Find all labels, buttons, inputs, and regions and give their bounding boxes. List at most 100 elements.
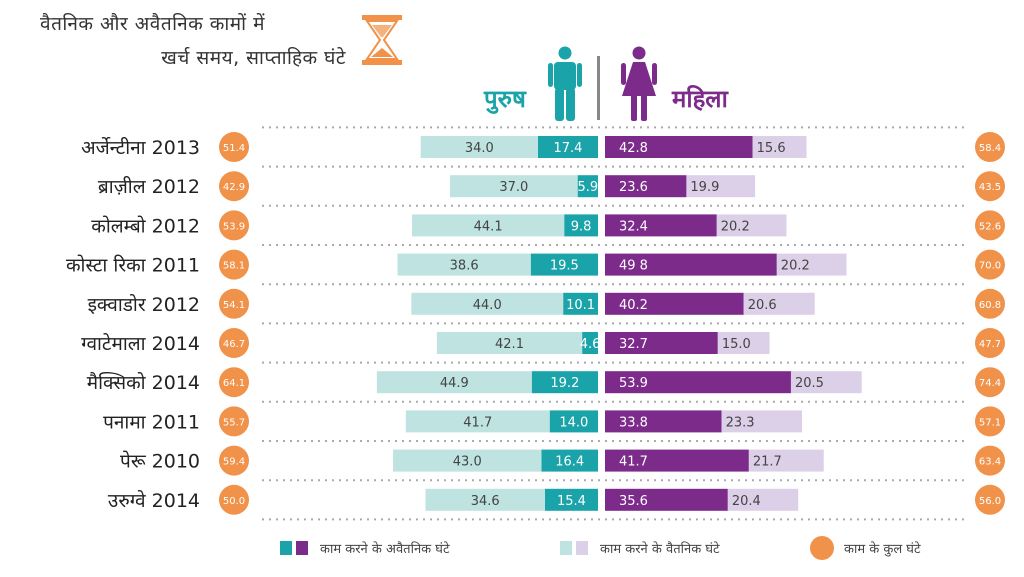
value-label-men-unpaid: 14.0 (559, 415, 588, 430)
value-label-women-paid: 20.2 (781, 259, 810, 274)
value-label-men-unpaid: 10.1 (566, 298, 595, 313)
legend-label-paid: काम करने के वैतनिक घंटे (600, 542, 720, 557)
bar-men-paid (393, 449, 542, 472)
category-label: इक्वाडोर 2012 (88, 293, 200, 316)
category-label: पनामा 2011 (103, 411, 200, 433)
value-label-women-unpaid: 23.6 (619, 180, 648, 195)
value-label-women-paid: 19.9 (690, 180, 719, 195)
value-label-men-paid: 44.0 (473, 298, 502, 313)
total-circle-men (219, 288, 249, 319)
bar-men-unpaid (541, 449, 598, 472)
value-label-women-paid: 21.7 (753, 455, 782, 470)
value-label-men-paid: 41.7 (463, 415, 492, 430)
bar-women-paid (776, 253, 847, 276)
bar-men-unpaid (564, 214, 598, 237)
legend-item-total: काम के कुल घंटे (810, 536, 921, 560)
bar-women-unpaid (605, 292, 744, 315)
value-label-women-paid: 15.6 (757, 141, 786, 156)
hourglass-icon (362, 15, 402, 65)
total-circle-men (219, 445, 249, 476)
woman-icon (621, 46, 657, 121)
bar-women-unpaid (605, 253, 777, 276)
bar-men-unpaid (582, 332, 598, 354)
total-label-women: 43.5 (979, 182, 1001, 193)
legend-item-paid: काम करने के वैतनिक घंटे (560, 538, 720, 558)
total-label-women: 74.4 (979, 378, 1001, 389)
legend-label-total: काम के कुल घंटे (844, 542, 921, 557)
bar-women-paid (717, 332, 770, 354)
category-label: कोस्टा रिका 2011 (66, 254, 200, 277)
value-label-women-unpaid: 35.6 (619, 494, 648, 509)
bar-men-paid (412, 214, 565, 237)
legend-swatch-total (810, 536, 834, 560)
value-label-men-unpaid: 9.8 (571, 219, 592, 234)
total-circle-women (975, 210, 1005, 241)
legend-item-unpaid: काम करने के अवैतनिक घंटे (280, 538, 450, 558)
total-label-men: 42.9 (223, 182, 245, 193)
category-label: कोलम्बो 2012 (91, 214, 200, 237)
value-label-men-paid: 44.9 (440, 376, 469, 391)
total-circle-men (219, 406, 249, 437)
total-circle-men (219, 484, 249, 515)
value-label-women-paid: 20.6 (748, 298, 777, 313)
value-label-men-unpaid: 19.5 (550, 259, 579, 274)
bar-women-unpaid (605, 136, 753, 158)
men-label: पुरुष (484, 85, 526, 113)
category-label: पेरू 2010 (120, 450, 200, 473)
total-circle-women (975, 406, 1005, 437)
total-label-men: 58.1 (223, 261, 245, 272)
bar-men-paid (376, 371, 532, 394)
bar-men-paid (397, 253, 531, 276)
bar-women-paid (790, 371, 862, 394)
value-label-women-unpaid: 49 8 (619, 259, 648, 274)
value-label-women-paid: 15.0 (722, 337, 751, 352)
total-circle-women (975, 288, 1005, 319)
value-label-women-unpaid: 40.2 (619, 298, 648, 313)
legend-swatch-men-unpaid (280, 541, 292, 555)
value-label-women-unpaid: 32.7 (619, 337, 648, 352)
bar-men-unpaid (537, 136, 598, 158)
total-label-women: 60.8 (979, 300, 1001, 311)
bar-women-unpaid (605, 214, 717, 237)
chart-title-line1: वैतनिक और अवैतनिक कामों में (40, 13, 265, 35)
value-label-women-unpaid: 41.7 (619, 455, 648, 470)
legend-swatch-men-paid (560, 541, 572, 555)
bar-men-paid (449, 175, 578, 198)
chart-title-line2: खर्च समय, साप्ताहिक घंटे (161, 47, 346, 69)
bar-men-paid (405, 410, 550, 433)
bar-men-unpaid (530, 253, 598, 276)
value-label-men-paid: 34.0 (465, 141, 494, 156)
total-label-women: 47.7 (979, 339, 1001, 350)
gender-divider (597, 56, 600, 120)
total-label-men: 50.0 (223, 496, 245, 507)
bar-women-unpaid (605, 488, 728, 511)
total-label-men: 53.9 (223, 221, 245, 232)
bar-men-paid (411, 292, 564, 315)
total-label-women: 63.4 (979, 457, 1001, 468)
total-circle-women (975, 367, 1005, 398)
category-label: ब्राज़ील 2012 (98, 175, 200, 198)
total-circle-women (975, 484, 1005, 515)
bar-men-unpaid (544, 488, 598, 511)
women-label: महिला (672, 85, 728, 113)
bar-men-unpaid (563, 292, 598, 315)
value-label-men-unpaid: 19.2 (550, 376, 579, 391)
total-label-men: 51.4 (223, 143, 245, 154)
value-label-men-unpaid: 15.4 (557, 494, 586, 509)
total-label-men: 64.1 (223, 378, 245, 389)
bar-women-unpaid (605, 332, 718, 354)
value-label-women-unpaid: 32.4 (619, 219, 648, 234)
bar-men-paid (436, 332, 583, 354)
value-label-women-paid: 20.2 (721, 219, 750, 234)
total-circle-men (219, 328, 249, 358)
total-label-women: 52.6 (979, 221, 1001, 232)
bar-men-unpaid (531, 371, 598, 394)
bar-women-paid (752, 136, 807, 158)
man-icon (548, 46, 582, 121)
value-label-men-unpaid: 5.9 (577, 180, 598, 195)
bar-men-unpaid (577, 175, 598, 198)
bar-men-paid (420, 136, 538, 158)
total-circle-men (219, 132, 249, 162)
value-label-men-paid: 37.0 (499, 180, 528, 195)
value-label-men-unpaid: 16.4 (555, 455, 584, 470)
